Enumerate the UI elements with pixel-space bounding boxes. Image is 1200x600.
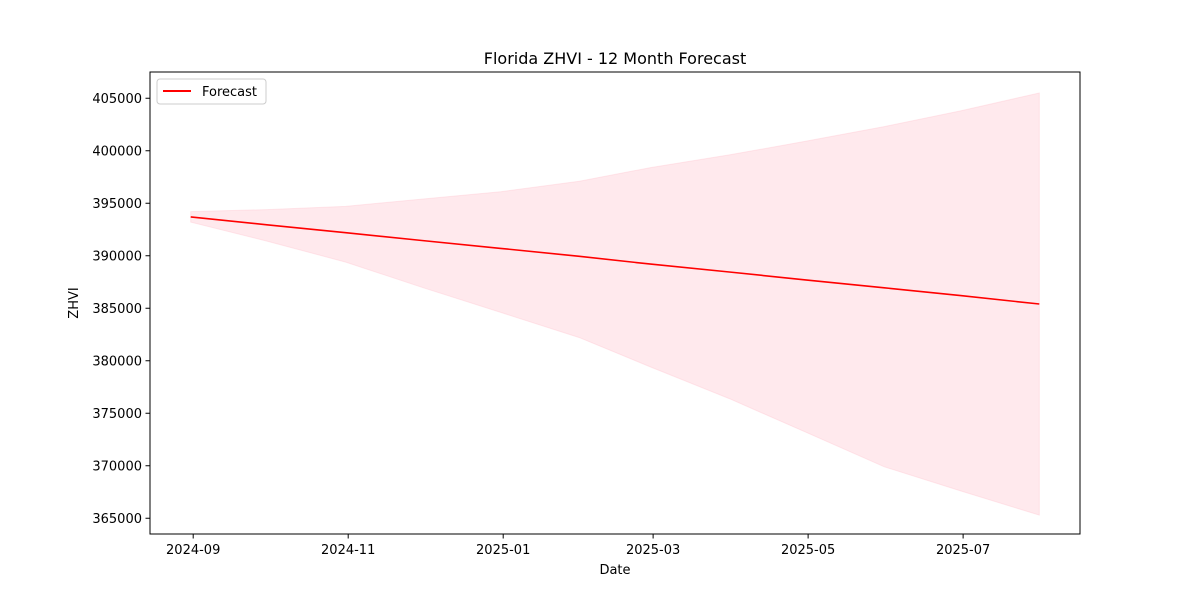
y-axis: 365000 370000 375000 380000 385000 390000 3950…	[92, 92, 150, 527]
chart-title: Florida ZHVI - 12 Month Forecast	[484, 49, 747, 68]
y-tick-label: 375000	[92, 407, 142, 422]
x-axis-title: Date	[599, 563, 630, 578]
x-tick-label: 2025-03	[626, 543, 680, 558]
series-line-layer	[190, 216, 1040, 305]
y-axis-title: ZHVI	[67, 287, 82, 318]
legend-box	[156, 78, 267, 105]
y-tick-label: 380000	[92, 354, 142, 369]
x-tick-label: 2025-01	[476, 543, 530, 558]
y-tick-label: 395000	[92, 197, 142, 212]
confidence-band-layer	[190, 92, 1040, 516]
legend: Forecast	[156, 78, 267, 105]
x-axis: 2024-09 2024-11 2025-01 2025-03 2025-05 2025-…	[166, 534, 990, 558]
y-tick-label: 405000	[92, 92, 142, 107]
y-tick-label: 400000	[92, 144, 142, 159]
confidence-band	[190, 92, 1040, 516]
y-tick-label: 370000	[92, 459, 142, 474]
series-line-forecast	[190, 216, 1040, 305]
y-tick-label: 385000	[92, 302, 142, 317]
x-tick-label: 2024-11	[321, 543, 375, 558]
x-tick-label: 2025-05	[781, 543, 835, 558]
plot-frame	[149, 71, 1081, 535]
y-tick-label: 365000	[92, 512, 142, 527]
y-tick-label: 390000	[92, 249, 142, 264]
x-tick-label: 2025-07	[936, 543, 990, 558]
x-tick-label: 2024-09	[166, 543, 220, 558]
legend-label-forecast: Forecast	[202, 85, 257, 100]
